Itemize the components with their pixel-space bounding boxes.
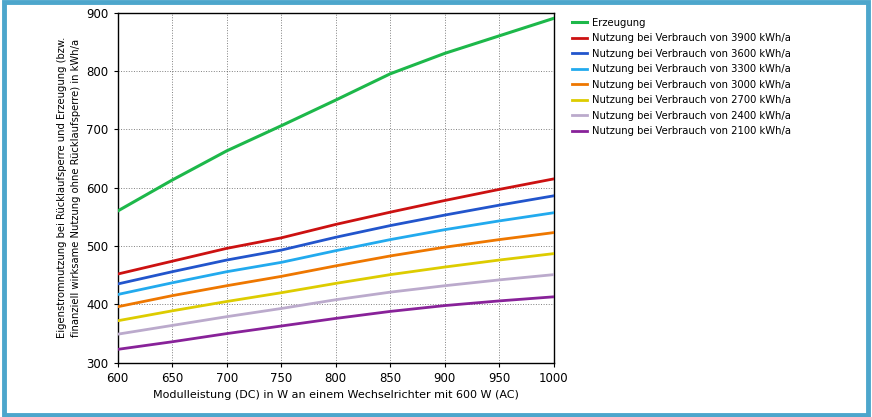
Nutzung bei Verbrauch von 3300 kWh/a (330, 248, 341, 253)
Nutzung bei Verbrauch von 3300 kWh/a (494, 219, 504, 224)
Nutzung bei Verbrauch von 3900 kWh/a (385, 210, 396, 215)
Line: Nutzung bei Verbrauch von 2100 kWh/a: Nutzung bei Verbrauch von 2100 kWh/a (118, 297, 554, 349)
Line: Nutzung bei Verbrauch von 3000 kWh/a: Nutzung bei Verbrauch von 3000 kWh/a (118, 233, 554, 307)
Nutzung bei Verbrauch von 3900 kWh/a (494, 187, 504, 192)
Nutzung bei Verbrauch von 2100 kWh/a (439, 303, 450, 308)
Nutzung bei Verbrauch von 2100 kWh/a (494, 299, 504, 304)
Nutzung bei Verbrauch von 3600 kWh/a (330, 235, 341, 240)
Nutzung bei Verbrauch von 2400 kWh/a (330, 297, 341, 302)
Legend: Erzeugung, Nutzung bei Verbrauch von 3900 kWh/a, Nutzung bei Verbrauch von 3600 : Erzeugung, Nutzung bei Verbrauch von 390… (572, 18, 791, 136)
Nutzung bei Verbrauch von 3000 kWh/a (330, 264, 341, 269)
Nutzung bei Verbrauch von 2700 kWh/a (221, 299, 232, 304)
Y-axis label: Eigenstromnutzung bei Rücklaufsperre und Erzeugung (bzw.
finanziell wirksame Nut: Eigenstromnutzung bei Rücklaufsperre und… (57, 37, 81, 338)
Erzeugung (112, 208, 123, 214)
Nutzung bei Verbrauch von 2100 kWh/a (167, 339, 178, 344)
Nutzung bei Verbrauch von 2400 kWh/a (112, 332, 123, 337)
Line: Nutzung bei Verbrauch von 3600 kWh/a: Nutzung bei Verbrauch von 3600 kWh/a (118, 196, 554, 284)
Nutzung bei Verbrauch von 3300 kWh/a (221, 269, 232, 274)
Nutzung bei Verbrauch von 3900 kWh/a (439, 198, 450, 203)
Nutzung bei Verbrauch von 2400 kWh/a (385, 290, 396, 295)
Nutzung bei Verbrauch von 3300 kWh/a (167, 280, 178, 285)
Nutzung bei Verbrauch von 2100 kWh/a (548, 294, 559, 299)
Nutzung bei Verbrauch von 3300 kWh/a (548, 210, 559, 215)
Nutzung bei Verbrauch von 2400 kWh/a (548, 272, 559, 277)
Nutzung bei Verbrauch von 3900 kWh/a (276, 235, 287, 240)
Nutzung bei Verbrauch von 2100 kWh/a (330, 316, 341, 321)
Nutzung bei Verbrauch von 2100 kWh/a (276, 324, 287, 329)
Erzeugung (548, 16, 559, 21)
Nutzung bei Verbrauch von 3900 kWh/a (112, 271, 123, 276)
Nutzung bei Verbrauch von 3000 kWh/a (494, 237, 504, 242)
Nutzung bei Verbrauch von 3300 kWh/a (276, 260, 287, 265)
Line: Nutzung bei Verbrauch von 3900 kWh/a: Nutzung bei Verbrauch von 3900 kWh/a (118, 179, 554, 274)
Nutzung bei Verbrauch von 2700 kWh/a (276, 290, 287, 295)
Nutzung bei Verbrauch von 2100 kWh/a (385, 309, 396, 314)
Erzeugung (439, 51, 450, 56)
Nutzung bei Verbrauch von 2100 kWh/a (221, 331, 232, 336)
Line: Nutzung bei Verbrauch von 2700 kWh/a: Nutzung bei Verbrauch von 2700 kWh/a (118, 254, 554, 321)
Nutzung bei Verbrauch von 3600 kWh/a (112, 281, 123, 286)
Nutzung bei Verbrauch von 2100 kWh/a (112, 347, 123, 352)
Nutzung bei Verbrauch von 3000 kWh/a (439, 245, 450, 250)
Nutzung bei Verbrauch von 3900 kWh/a (548, 176, 559, 181)
Erzeugung (221, 148, 232, 153)
Nutzung bei Verbrauch von 3600 kWh/a (548, 193, 559, 198)
Nutzung bei Verbrauch von 3600 kWh/a (494, 203, 504, 208)
Line: Erzeugung: Erzeugung (118, 18, 554, 211)
Nutzung bei Verbrauch von 3300 kWh/a (439, 227, 450, 232)
Nutzung bei Verbrauch von 2400 kWh/a (276, 306, 287, 311)
Nutzung bei Verbrauch von 3600 kWh/a (167, 269, 178, 274)
Nutzung bei Verbrauch von 3300 kWh/a (385, 237, 396, 242)
Nutzung bei Verbrauch von 2400 kWh/a (439, 283, 450, 288)
Nutzung bei Verbrauch von 3600 kWh/a (385, 223, 396, 228)
Nutzung bei Verbrauch von 3600 kWh/a (276, 248, 287, 253)
Nutzung bei Verbrauch von 2700 kWh/a (439, 264, 450, 269)
Nutzung bei Verbrauch von 3900 kWh/a (221, 246, 232, 251)
Nutzung bei Verbrauch von 3000 kWh/a (167, 293, 178, 298)
Nutzung bei Verbrauch von 2700 kWh/a (112, 318, 123, 323)
X-axis label: Modulleistung (DC) in W an einem Wechselrichter mit 600 W (AC): Modulleistung (DC) in W an einem Wechsel… (153, 390, 519, 400)
Nutzung bei Verbrauch von 3600 kWh/a (439, 213, 450, 218)
Nutzung bei Verbrauch von 3000 kWh/a (276, 274, 287, 279)
Nutzung bei Verbrauch von 2700 kWh/a (548, 251, 559, 256)
Nutzung bei Verbrauch von 3300 kWh/a (112, 292, 123, 297)
Nutzung bei Verbrauch von 2700 kWh/a (167, 308, 178, 313)
Erzeugung (385, 71, 396, 76)
Nutzung bei Verbrauch von 3000 kWh/a (548, 230, 559, 235)
Erzeugung (330, 98, 341, 103)
Nutzung bei Verbrauch von 3900 kWh/a (330, 222, 341, 227)
Erzeugung (494, 33, 504, 38)
Nutzung bei Verbrauch von 2400 kWh/a (167, 323, 178, 328)
Nutzung bei Verbrauch von 3000 kWh/a (221, 283, 232, 288)
Line: Nutzung bei Verbrauch von 3300 kWh/a: Nutzung bei Verbrauch von 3300 kWh/a (118, 213, 554, 294)
Nutzung bei Verbrauch von 2700 kWh/a (330, 281, 341, 286)
Erzeugung (167, 178, 178, 183)
Nutzung bei Verbrauch von 3000 kWh/a (385, 254, 396, 259)
Line: Nutzung bei Verbrauch von 2400 kWh/a: Nutzung bei Verbrauch von 2400 kWh/a (118, 275, 554, 334)
Nutzung bei Verbrauch von 3900 kWh/a (167, 259, 178, 264)
Nutzung bei Verbrauch von 3600 kWh/a (221, 258, 232, 263)
Nutzung bei Verbrauch von 3000 kWh/a (112, 304, 123, 309)
Nutzung bei Verbrauch von 2700 kWh/a (385, 272, 396, 277)
Erzeugung (276, 123, 287, 128)
Nutzung bei Verbrauch von 2400 kWh/a (494, 277, 504, 282)
Nutzung bei Verbrauch von 2400 kWh/a (221, 314, 232, 319)
Nutzung bei Verbrauch von 2700 kWh/a (494, 258, 504, 263)
